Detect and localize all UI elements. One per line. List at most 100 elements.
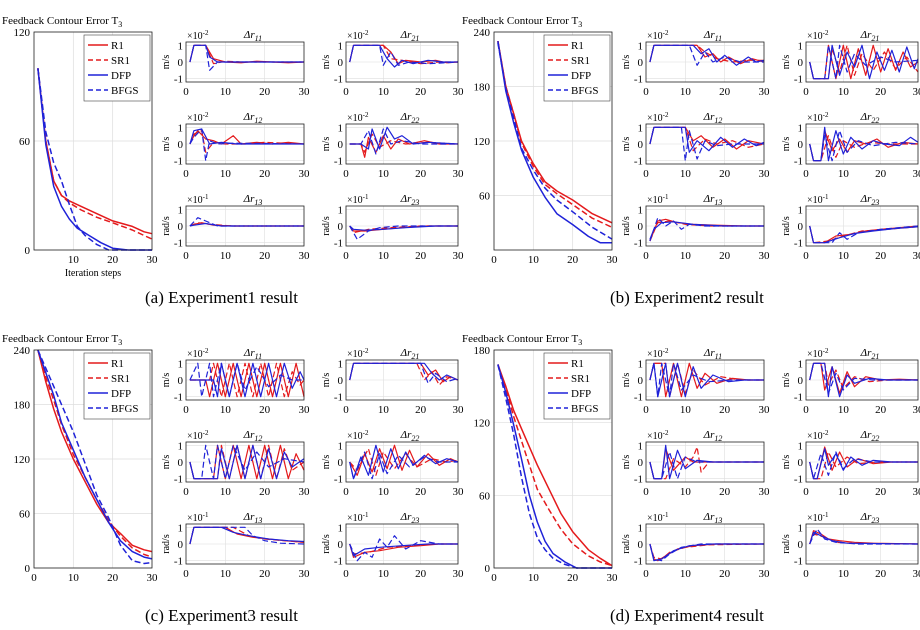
subplot-unit-label: rad/s <box>321 534 332 554</box>
subplot-title-text: Δr <box>400 429 412 441</box>
subplot-axes-frame <box>185 359 305 401</box>
subplot-exponent-power: -1 <box>363 511 369 519</box>
subplot-ytick-label: 1 <box>638 204 644 216</box>
subplot-ytick-label: 1 <box>178 122 184 134</box>
legend-label: SR1 <box>111 373 130 385</box>
subplot-title-subscript: 22 <box>871 434 879 443</box>
subplot-xtick-label: 30 <box>299 86 311 98</box>
subplot-ytick-label: -1 <box>334 238 343 250</box>
subplot-title-subscript: 13 <box>254 198 262 207</box>
subplot-exponent-power: -2 <box>823 429 829 437</box>
subplot-ytick-label: 1 <box>798 522 804 534</box>
experiment-caption: (b) Experiment2 result <box>610 288 764 307</box>
subplot-exponent: ×10-1 <box>347 193 369 206</box>
subplot-title: Δr21 <box>860 29 880 43</box>
subplot-unit-label: rad/s <box>321 216 332 236</box>
subplot-series-line-4 <box>349 44 459 66</box>
subplot-axes-frame <box>345 41 459 83</box>
subplot-series-line-2 <box>189 130 305 153</box>
subplot-axes-frame <box>345 523 459 565</box>
main-series-line-2 <box>37 68 153 240</box>
subplot-title-subscript: 13 <box>254 516 262 525</box>
subplot-ytick-label: 1 <box>178 522 184 534</box>
subplot-title-subscript: 13 <box>714 198 722 207</box>
subplot-ytick-label: 1 <box>338 522 344 534</box>
main-ytick-label: 180 <box>14 400 31 412</box>
subplot-title-subscript: 11 <box>255 352 262 361</box>
subplot-series-line-3 <box>189 444 305 480</box>
subplot-ytick-label: 0 <box>178 221 184 233</box>
subplot-exponent-power: -2 <box>823 347 829 355</box>
subplot-exponent-base: ×10 <box>347 513 363 524</box>
legend-box <box>543 34 611 102</box>
subplot-series-line-3 <box>809 448 918 480</box>
subplot-series-line-4 <box>189 362 304 398</box>
legend-label: SR1 <box>111 55 130 67</box>
subplot-exponent-base: ×10 <box>187 431 203 442</box>
main-title: Feedback Contour Error T3 <box>462 333 582 347</box>
subplot-title-subscript: 12 <box>714 116 722 125</box>
subplot-xtick-label: 20 <box>875 486 887 498</box>
subplot-delta-r11: 10-10 10 20 30m/s×10-2 Δr11 <box>161 347 310 416</box>
subplot-exponent: ×10-2 <box>347 111 369 124</box>
subplot-title-text: Δr <box>860 111 872 123</box>
subplot-xtick-label: 20 <box>875 250 887 262</box>
subplot-series-line-4 <box>809 362 918 394</box>
subplot-title-text: Δr <box>243 29 255 41</box>
subplot-exponent-power: -2 <box>203 429 209 437</box>
legend-box <box>83 352 151 420</box>
subplot-xtick-label: 30 <box>299 404 311 416</box>
subplot-exponent-base: ×10 <box>347 431 363 442</box>
subplot-ytick-label: -1 <box>634 556 643 568</box>
subplot-ytick-label: 1 <box>638 440 644 452</box>
subplot-series-line-4 <box>189 128 305 162</box>
legend-label: DFP <box>111 70 131 82</box>
subplot-xtick-label: 30 <box>913 250 920 262</box>
subplot-ytick-label: 1 <box>798 358 804 370</box>
subplot-exponent-base: ×10 <box>187 113 203 124</box>
subplot-xtick-label: 10 <box>378 86 390 98</box>
subplot-exponent-power: -2 <box>363 429 369 437</box>
subplot-unit-label: m/s <box>161 373 172 388</box>
subplot-unit-label: m/s <box>161 137 172 152</box>
subplot-axes-frame <box>645 359 765 401</box>
subplot-xtick-label: 30 <box>759 404 771 416</box>
subplot-series-line-1 <box>349 135 458 158</box>
subplot-title-subscript: 21 <box>871 352 879 361</box>
subplot-unit-label: m/s <box>321 55 332 70</box>
subplot-unit-label: rad/s <box>161 216 172 236</box>
subplot-xtick-label: 0 <box>643 250 649 262</box>
subplot-exponent: ×10-2 <box>807 429 829 442</box>
subplot-exponent-power: -2 <box>203 347 209 355</box>
experiment-caption: (a) Experiment1 result <box>145 288 298 307</box>
subplot-unit-label: m/s <box>161 455 172 470</box>
subplot-series-line-1 <box>649 126 765 150</box>
subplot-exponent-power: -2 <box>663 429 669 437</box>
subplot-title-subscript: 12 <box>714 434 722 443</box>
subplot-series-line-2 <box>649 126 765 152</box>
legend-label: SR1 <box>571 55 590 67</box>
subplot-delta-r12: 10-10 10 20 30m/s×10-2 Δr12 <box>161 111 310 180</box>
subplot-xtick-label: 20 <box>719 568 731 580</box>
subplot-xtick-label: 30 <box>299 568 311 580</box>
subplot-exponent-base: ×10 <box>347 31 363 42</box>
subplot-exponent-power: -1 <box>663 511 669 519</box>
subplot-title: Δr21 <box>400 29 420 43</box>
subplot-title-text: Δr <box>703 347 715 359</box>
main-xtick-label: 20 <box>567 572 579 584</box>
subplot-title: Δr22 <box>400 111 420 125</box>
subplot-ytick-label: 1 <box>178 204 184 216</box>
subplot-title-text: Δr <box>703 29 715 41</box>
subplot-exponent: ×10-1 <box>647 193 669 206</box>
subplot-unit-label: m/s <box>621 373 632 388</box>
